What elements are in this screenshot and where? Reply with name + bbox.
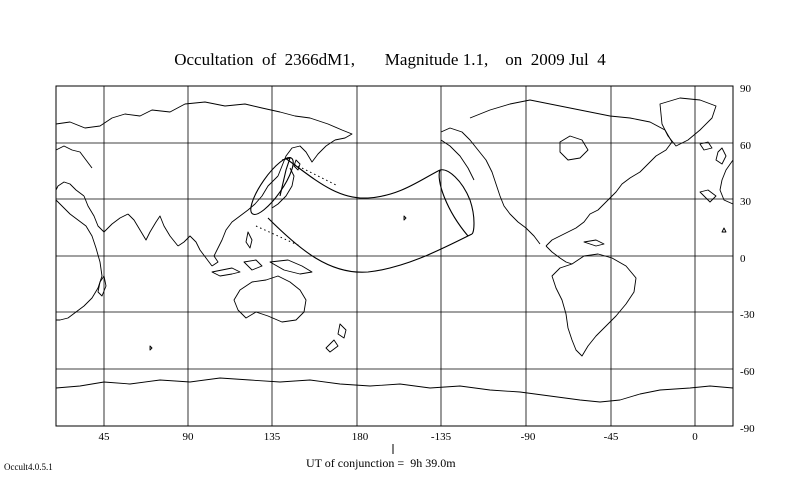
- lon-label: 0: [692, 431, 698, 443]
- graticule: [56, 86, 733, 426]
- lat-label: -30: [740, 309, 755, 321]
- lat-label: 60: [740, 140, 752, 152]
- path-west-tip: [279, 157, 291, 197]
- lat-label: -60: [740, 366, 755, 378]
- path-west-end: [250, 157, 294, 215]
- path-south-limit: [267, 217, 473, 273]
- conjunction-time: UT of conjunction = 9h 39.0m: [306, 456, 456, 470]
- lon-label: -135: [431, 431, 452, 443]
- coastlines: [55, 97, 734, 403]
- lat-label: 30: [740, 196, 752, 208]
- path-north-limit: [284, 157, 441, 199]
- lon-label: 180: [352, 431, 369, 443]
- lat-label: 90: [740, 83, 752, 95]
- path-east-end: [439, 169, 475, 235]
- lon-label: -45: [604, 431, 619, 443]
- lon-label: -90: [521, 431, 536, 443]
- occultation-path: [250, 157, 475, 273]
- path-dotted-extensions: [255, 163, 339, 247]
- path-east-end-inner: [438, 169, 469, 237]
- lat-label: 0: [740, 253, 746, 265]
- longitude-labels: 45 90 135 180 -135 -90 -45 0: [99, 431, 699, 443]
- latitude-labels: 90 60 30 0 -30 -60 -90: [740, 83, 755, 435]
- lat-label: -90: [740, 423, 755, 435]
- lon-label: 135: [264, 431, 281, 443]
- map-title: Occultation of 2366dM1, Magnitude 1.1, o…: [174, 50, 606, 69]
- software-version: Occult4.0.5.1: [4, 462, 53, 472]
- lon-label: 45: [99, 431, 111, 443]
- lon-label: 90: [183, 431, 195, 443]
